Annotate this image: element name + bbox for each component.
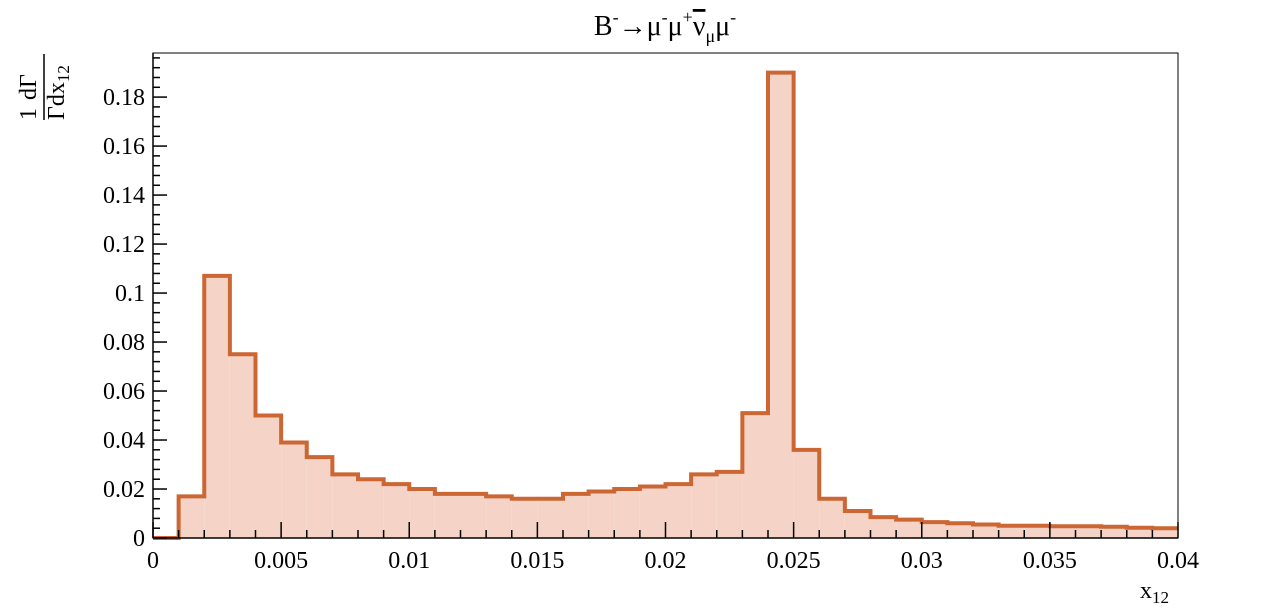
histogram-bin [665,484,692,538]
histogram-bin [409,489,435,538]
x-tick-label: 0.01 [388,548,430,574]
y-axis-title-denominator: Γdx12 [44,65,73,120]
histogram-bin [511,498,538,538]
histogram-bin [1049,526,1076,538]
histogram-bin [870,517,897,538]
chart-title: B-→μ-μ+νμμ- [594,7,736,46]
histogram-bin [588,491,615,538]
histogram-bin [947,523,973,538]
histogram-bin [204,275,230,538]
histogram-bin [973,524,999,538]
histogram-bin [921,522,948,538]
x-tick-label: 0.04 [1157,548,1199,574]
histogram-bin [537,498,563,538]
histogram-bin [819,498,845,538]
histogram-bin [434,493,461,538]
x-tick-label: 0.02 [645,548,687,574]
histogram-bin [998,525,1025,538]
histogram-bin [716,471,743,538]
histogram-bin [229,354,256,538]
histogram-bin [844,511,871,538]
histogram-bin [1024,525,1050,538]
x-tick-label: 0.015 [510,548,564,574]
histogram-bin [793,449,820,538]
histogram-bin [614,489,640,538]
y-tick-label: 0.18 [103,85,145,111]
histogram-bin [255,415,282,538]
x-axis-title: x12 [1140,578,1169,607]
histogram-bin [1152,528,1178,538]
y-tick-label: 0.16 [103,134,145,160]
histogram-outline [153,70,1178,540]
histogram-bin [563,493,589,538]
histogram-bin [460,493,487,538]
x-tick-label: 0.025 [767,548,821,574]
histogram-bin [306,457,333,538]
histogram-bin [1075,526,1102,538]
histogram-bars [178,72,1178,539]
x-tick-label: 0 [147,548,159,574]
histogram-bin [691,474,717,538]
y-axis-title-numerator: 1dΓ [16,74,42,120]
y-axis: 0 0.02 0.04 0.06 0.08 0.1 0.12 0.14 0.16 0.18 [103,53,167,552]
histogram-bin [1126,527,1153,538]
x-axis: 0 0.005 0.01 0.015 0.02 0.025 0.03 0.035 0.04 [147,522,1199,574]
histogram-bin [1101,526,1127,538]
y-tick-label: 0.02 [103,477,145,503]
histogram-bin [639,486,666,538]
histogram-bin [742,413,768,538]
histogram-bin [281,442,307,538]
histogram-bin [768,72,794,539]
y-tick-label: 0.1 [115,281,145,307]
histogram-bin [332,474,358,538]
y-tick-label: 0.14 [103,183,145,209]
histogram-bin [358,479,384,538]
y-tick-label: 0.06 [103,379,145,405]
histogram-bin [383,484,410,538]
x-tick-label: 0.03 [901,548,943,574]
y-tick-label: 0.04 [103,428,145,454]
y-tick-label: 0 [133,526,145,552]
histogram-bin [178,496,205,538]
y-axis-title: 1dΓ Γdx12 [16,54,73,120]
y-tick-label: 0.12 [103,232,145,258]
x-tick-label: 0.005 [254,548,308,574]
x-tick-label: 0.035 [1023,548,1077,574]
histogram-bin [486,496,512,538]
y-tick-label: 0.08 [103,330,145,356]
histogram-bin [896,519,922,538]
